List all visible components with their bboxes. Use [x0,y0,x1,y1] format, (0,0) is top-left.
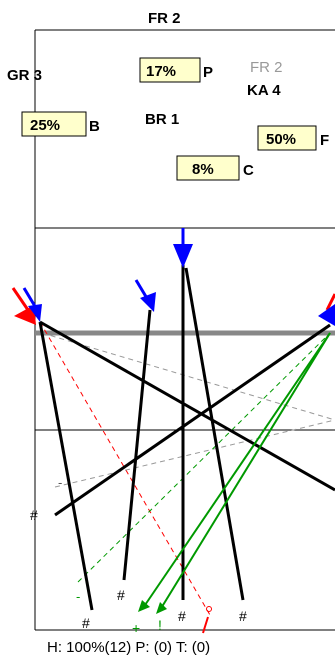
label-box-c [176,155,240,181]
dashed-gray-guide-lower [54,419,335,488]
labels: FR 2 GR 3 17% P FR 2 KA 4 25% B BR 1 50%… [7,10,329,181]
red-arrow-right-shaft [325,293,335,311]
mark-hash-mid-left: # [117,587,125,603]
label-c-letter: C [243,162,254,179]
label-box-f [257,125,317,151]
blue-arrowhead-center [173,244,193,268]
label-f-letter: F [320,132,329,149]
label-box-p [139,57,201,83]
label-b-percent: 25% [30,117,60,134]
mark-hash-center: # [178,608,186,624]
mark-dash-green: - [76,589,80,604]
mark-hash-bottom-left: # [82,615,90,631]
label-c-percent: 8% [192,161,214,178]
blue-arrowhead-left [28,304,42,322]
label-top-fr: FR 2 [148,10,181,27]
green-arrowhead-outer [138,600,150,612]
mark-hash-left: # [30,507,38,523]
blue-arrowhead-right [318,304,335,326]
line-left-outer [38,321,94,611]
label-fr-muted: FR 2 [250,59,283,76]
label-ka: KA 4 [247,82,281,99]
line-diagonal-up [54,323,331,517]
line-diagonal-down [39,320,335,492]
label-box-b [21,111,87,137]
red-arrowhead-left [14,305,36,325]
label-b-letter: B [89,118,100,135]
green-arrowhead-inner [156,602,167,614]
red-arrow-left-shaft [11,287,30,311]
red-tick-marker [202,616,209,634]
mark-hash-right: # [239,608,247,624]
green-line-inner [159,332,331,611]
line-left-inner [122,309,152,581]
green-lines [138,332,331,614]
bottom-marks: - # - # # + ! # # [30,475,247,636]
markers [11,228,335,326]
black-lines [38,262,335,611]
label-f-percent: 50% [266,131,296,148]
label-br: BR 1 [145,111,179,128]
red-circle-marker [206,606,212,612]
mark-plus-green: + [132,620,140,636]
label-p-percent: 17% [146,63,176,80]
mark-dash-upper: - [58,475,62,490]
label-p-letter: P [203,64,213,81]
status-line: H: 100%(12) P: (0) T: (0) [47,639,210,656]
blue-arrowhead-mid [140,292,156,312]
green-line-outer [142,332,331,609]
line-center-right [184,267,245,601]
blue-arrow-left-shaft [22,287,38,309]
mark-bang-green: ! [158,617,162,633]
label-gr: GR 3 [7,67,42,84]
